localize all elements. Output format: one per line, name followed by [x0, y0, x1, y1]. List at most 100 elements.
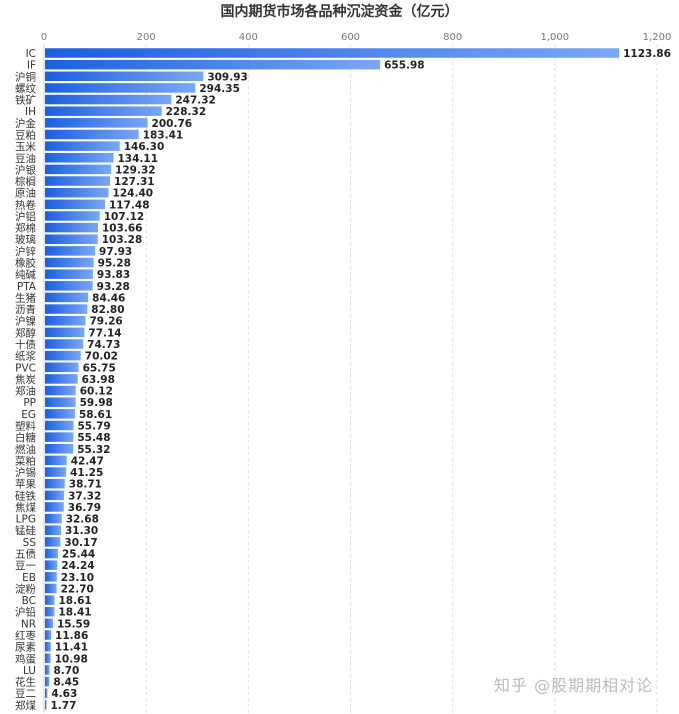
- bar: [45, 71, 204, 82]
- category-label: 豆粕: [15, 128, 36, 141]
- category-label: LPG: [16, 514, 36, 526]
- value-label: 79.26: [89, 316, 122, 328]
- x-tick-label: 600: [341, 32, 360, 43]
- bar: [45, 106, 162, 116]
- category-label: 菜粕: [15, 454, 36, 467]
- category-label: LU: [23, 665, 36, 677]
- category-label: 玻璃: [15, 233, 36, 246]
- value-label: 23.10: [61, 572, 94, 584]
- bar: [45, 153, 114, 163]
- value-label: 63.98: [82, 374, 115, 386]
- category-label: 硅铁: [15, 489, 36, 502]
- value-label: 38.71: [69, 479, 102, 491]
- bar: [45, 385, 76, 396]
- category-label: 螺纹: [15, 82, 36, 95]
- value-label: 25.44: [62, 549, 95, 561]
- category-label: 沪铝: [15, 210, 36, 223]
- category-label: IH: [25, 106, 36, 118]
- value-label: 36.79: [68, 502, 101, 514]
- category-label: 玉米: [15, 140, 36, 153]
- value-label: 294.35: [199, 83, 240, 95]
- chart-title: 国内期货市场各品种沉淀资金（亿元）: [220, 4, 459, 20]
- bar: [45, 606, 55, 617]
- value-label: 60.12: [80, 386, 113, 398]
- bar: [45, 525, 61, 535]
- category-label: 塑料: [15, 419, 36, 432]
- category-label: 沪铜: [15, 70, 36, 83]
- value-label: 18.61: [59, 595, 92, 607]
- value-label: 11.41: [55, 642, 88, 654]
- value-label: 70.02: [85, 351, 118, 363]
- value-label: 183.41: [143, 129, 184, 141]
- category-label: NR: [21, 618, 36, 630]
- category-label: 白糖: [15, 431, 36, 444]
- value-label: 127.31: [114, 176, 155, 188]
- bar: [45, 595, 55, 605]
- category-label: 尿素: [15, 641, 36, 654]
- bar: [45, 350, 81, 361]
- bar: [45, 409, 75, 419]
- bar: [45, 630, 52, 640]
- value-label: 41.25: [70, 467, 103, 479]
- bar: [45, 234, 98, 244]
- category-label: 热卷: [15, 198, 36, 211]
- value-label: 117.48: [109, 199, 150, 211]
- category-label: 原油: [15, 187, 36, 200]
- value-label: 309.93: [207, 71, 248, 83]
- bar: [45, 490, 65, 501]
- category-label: 沪银: [15, 163, 36, 176]
- value-label: 74.73: [87, 339, 120, 351]
- bar: [45, 583, 57, 594]
- bar: [45, 641, 51, 652]
- category-label: SS: [23, 537, 37, 549]
- value-label: 103.66: [102, 223, 143, 235]
- x-tick-label: 1,000: [541, 32, 570, 43]
- category-label: 纯碱: [15, 268, 36, 281]
- bar: [45, 688, 48, 698]
- value-label: 95.28: [98, 258, 131, 270]
- category-label: 锰硅: [15, 524, 36, 537]
- value-label: 200.76: [152, 118, 193, 130]
- category-label: 棕榈: [15, 175, 36, 188]
- category-label: 鸡蛋: [15, 652, 36, 665]
- bar: [45, 141, 120, 151]
- bar: [45, 176, 111, 186]
- category-label: 淀粉: [15, 582, 36, 595]
- x-tick-label: 0: [41, 32, 47, 43]
- bar: [45, 281, 93, 291]
- category-label: 郑醇: [15, 326, 36, 339]
- value-label: 58.61: [79, 409, 112, 421]
- category-label: 沪镍: [15, 315, 36, 328]
- bar: [45, 467, 67, 477]
- bar: [45, 397, 76, 407]
- bar: [45, 222, 98, 233]
- category-label: BC: [22, 595, 36, 607]
- value-label: 22.70: [61, 583, 94, 595]
- category-label: 豆油: [15, 152, 36, 165]
- value-label: 37.32: [68, 490, 101, 502]
- value-label: 107.12: [104, 211, 145, 223]
- bar: [45, 48, 620, 58]
- category-label: 郑油: [15, 385, 36, 398]
- bar: [45, 94, 172, 105]
- bar: [45, 537, 61, 547]
- category-label: 生猪: [15, 291, 36, 304]
- value-label: 82.80: [91, 304, 124, 316]
- category-label: 纸浆: [15, 350, 36, 363]
- value-label: 30.17: [64, 537, 97, 549]
- value-label: 59.98: [80, 397, 113, 409]
- category-label: 沪锌: [15, 245, 36, 258]
- category-label: PVC: [15, 362, 36, 374]
- x-tick-label: 800: [443, 32, 462, 43]
- value-label: 55.48: [77, 432, 110, 444]
- category-label: 沪铅: [15, 606, 36, 619]
- bar: [45, 548, 58, 559]
- bar: [45, 502, 64, 512]
- bar: [45, 362, 79, 373]
- bar: [45, 444, 74, 454]
- category-label: 豆一: [15, 560, 36, 572]
- value-label: 55.32: [77, 444, 110, 456]
- value-label: 247.32: [175, 95, 216, 107]
- category-label: IC: [26, 48, 36, 60]
- x-tick-label: 400: [239, 32, 258, 43]
